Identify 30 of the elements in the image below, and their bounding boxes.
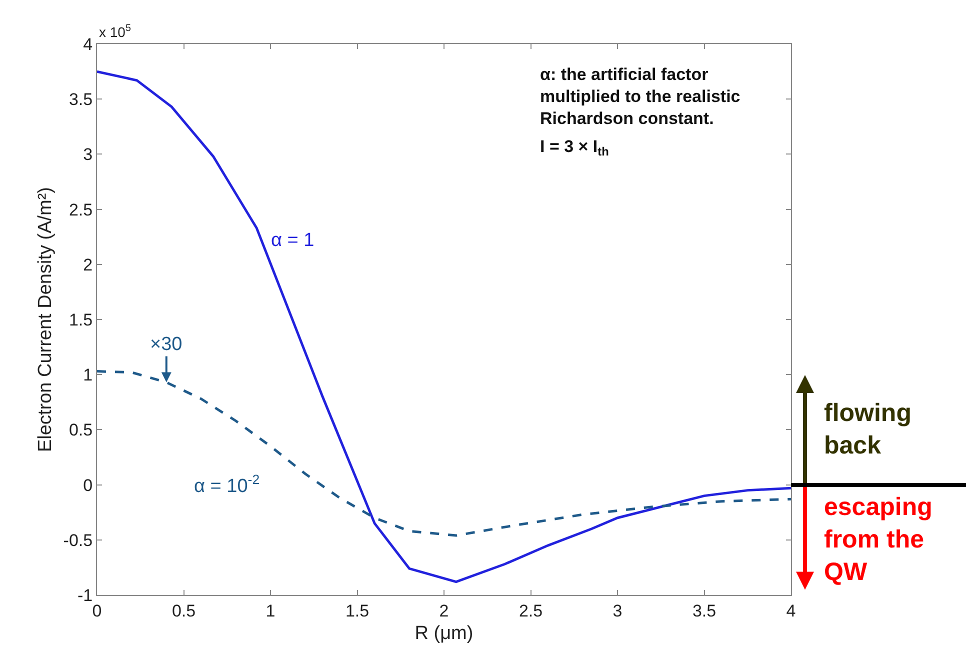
y-tick-label: -0.5 [63,530,93,550]
y-tick-label: 3 [83,145,93,164]
y-tick-label: 3.5 [68,90,93,110]
y-tick-label: 4 [83,34,93,54]
x-tick-label: 0.5 [172,601,196,620]
x-tick-label: 1 [266,601,276,620]
x-tick-label: 2.5 [518,601,543,620]
x-tick-label: 2 [439,601,449,620]
series-label: α = 1 [271,230,314,251]
x-tick-label: 3.5 [692,601,716,620]
y-tick-label: -1 [77,586,93,605]
x-axis-title: R (μm) [414,623,474,644]
annotation: I = 3 × I$_{th}$ [540,137,609,159]
y-tick-label: 1.5 [68,310,93,330]
y-tick-label: 1 [83,366,93,385]
annotation: ×30 [150,334,182,355]
y-tick-label: 2.5 [68,200,93,220]
y-tick-label: 0 [83,476,93,495]
y-tick-label: 2 [83,255,93,274]
text: escaping from the QW [824,493,932,586]
text: x 10$^{5}$ [99,23,132,40]
text: flowing back [824,399,912,460]
line-series [97,370,791,537]
series-label: α = 10$^{-2}$ [194,472,260,497]
x-tick-label: 3 [612,601,622,620]
annotation: α: the artificial factor multiplied to the realistic Richardson constant. [540,65,740,128]
y-axis-title: Electron Current Density (A/m²) [35,186,56,452]
x-tick-label: 1.5 [345,601,370,620]
y-tick-label: 0.5 [68,420,93,440]
x-tick-label: 4 [786,601,796,620]
